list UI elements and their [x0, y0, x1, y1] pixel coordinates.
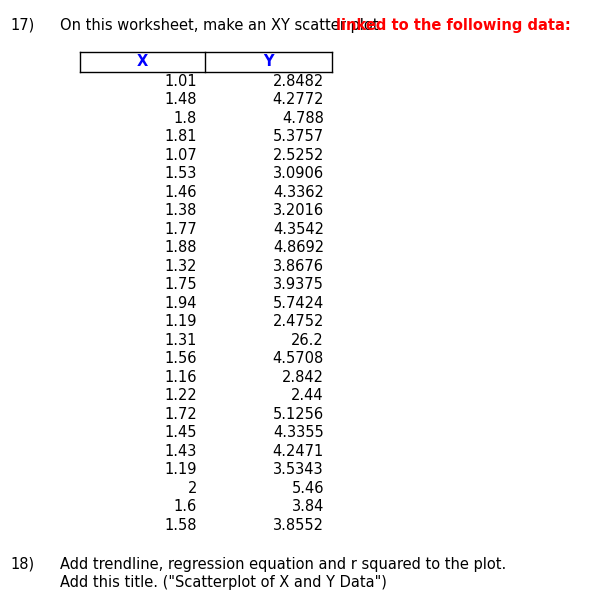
Text: 4.2772: 4.2772 [272, 92, 324, 107]
Text: 1.16: 1.16 [165, 370, 197, 385]
Text: 1.38: 1.38 [165, 203, 197, 219]
Text: 1.6: 1.6 [174, 499, 197, 514]
Text: 1.94: 1.94 [165, 296, 197, 311]
Text: 1.81: 1.81 [165, 129, 197, 144]
Text: 1.53: 1.53 [165, 166, 197, 181]
Text: 1.58: 1.58 [165, 518, 197, 533]
Text: 3.8676: 3.8676 [273, 259, 324, 274]
Text: 2.842: 2.842 [282, 370, 324, 385]
Text: 1.32: 1.32 [165, 259, 197, 274]
Text: 1.07: 1.07 [164, 148, 197, 163]
Text: 4.3362: 4.3362 [273, 185, 324, 200]
Text: 1.45: 1.45 [165, 426, 197, 440]
Text: 3.0906: 3.0906 [273, 166, 324, 181]
Text: 2.44: 2.44 [291, 388, 324, 403]
Text: 3.84: 3.84 [291, 499, 324, 514]
Text: 1.77: 1.77 [164, 222, 197, 237]
Text: 4.5708: 4.5708 [273, 351, 324, 366]
Text: 1.19: 1.19 [165, 463, 197, 477]
Text: 1.22: 1.22 [164, 388, 197, 403]
Text: Y: Y [263, 55, 274, 69]
Text: 2.5252: 2.5252 [273, 148, 324, 163]
Text: 5.3757: 5.3757 [273, 129, 324, 144]
Text: 2.8482: 2.8482 [273, 73, 324, 89]
Text: 1.19: 1.19 [165, 314, 197, 329]
Text: 1.88: 1.88 [165, 240, 197, 256]
Text: 3.2016: 3.2016 [273, 203, 324, 219]
Text: 1.43: 1.43 [165, 444, 197, 459]
Text: 1.48: 1.48 [165, 92, 197, 107]
Text: 4.2471: 4.2471 [273, 444, 324, 459]
Text: 26.2: 26.2 [291, 333, 324, 348]
Text: On this worksheet, make an XY scatter plot: On this worksheet, make an XY scatter pl… [60, 18, 383, 33]
Text: Add this title. ("Scatterplot of X and Y Data"): Add this title. ("Scatterplot of X and Y… [60, 574, 387, 589]
Text: 3.5343: 3.5343 [273, 463, 324, 477]
Text: 1.72: 1.72 [164, 407, 197, 422]
Text: 3.8552: 3.8552 [273, 518, 324, 533]
Text: 1.56: 1.56 [165, 351, 197, 366]
Text: 1.46: 1.46 [165, 185, 197, 200]
Text: 3.9375: 3.9375 [273, 277, 324, 292]
Text: 5.46: 5.46 [291, 481, 324, 496]
Text: 1.31: 1.31 [165, 333, 197, 348]
Text: 1.01: 1.01 [164, 73, 197, 89]
Text: Add trendline, regression equation and r squared to the plot.: Add trendline, regression equation and r… [60, 557, 506, 572]
Text: linked to the following data:: linked to the following data: [336, 18, 571, 33]
Text: 1.75: 1.75 [164, 277, 197, 292]
Text: 5.1256: 5.1256 [273, 407, 324, 422]
Text: 1.8: 1.8 [174, 110, 197, 126]
Text: 2: 2 [187, 481, 197, 496]
Text: X: X [137, 55, 148, 69]
Text: 4.3542: 4.3542 [273, 222, 324, 237]
Text: 4.3355: 4.3355 [273, 426, 324, 440]
Text: 2.4752: 2.4752 [273, 314, 324, 329]
Text: 4.788: 4.788 [282, 110, 324, 126]
Text: 4.8692: 4.8692 [273, 240, 324, 256]
Text: 17): 17) [10, 18, 34, 33]
Text: 18): 18) [10, 557, 34, 572]
Text: 5.7424: 5.7424 [273, 296, 324, 311]
